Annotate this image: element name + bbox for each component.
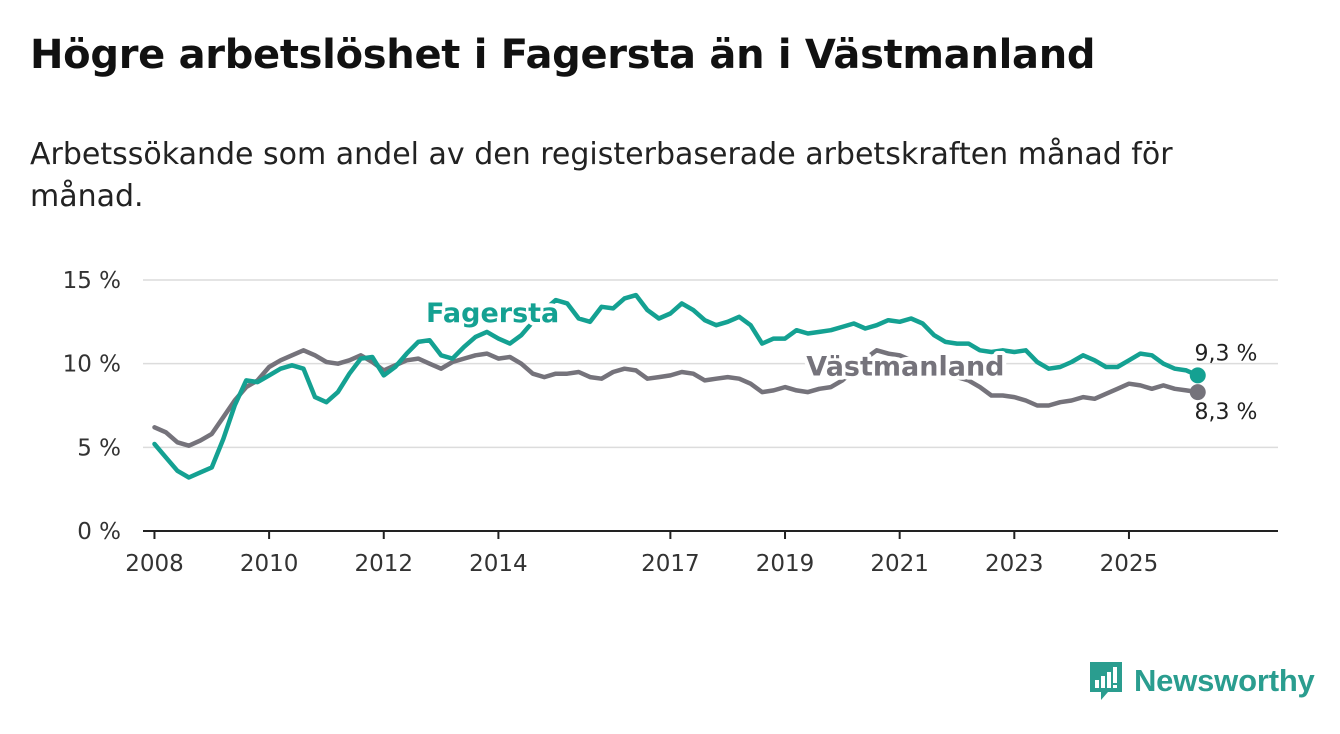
series-labels: 9,3 % 8,3 % Fagersta Västmanland <box>422 294 1258 425</box>
y-tick-label: 0 % <box>77 519 121 545</box>
y-tick-label: 15 % <box>63 268 121 294</box>
end-label-fagersta: 9,3 % <box>1195 341 1258 366</box>
x-axis-tick-labels: 2008 2010 2012 2014 2017 2019 2021 2023 2025 <box>125 531 1158 577</box>
x-tick-label: 2019 <box>756 551 815 577</box>
series-name-label-fagersta: Fagersta <box>426 298 559 329</box>
chart-subtitle: Arbetssökande som andel av den registerb… <box>30 137 1173 214</box>
chart-title: Högre arbetslöshet i Fagersta än i Västm… <box>30 32 1096 78</box>
series-line-v-stmanland <box>152 348 1200 448</box>
x-tick-label: 2017 <box>641 551 700 577</box>
end-label-v-stmanland: 8,3 % <box>1195 400 1258 425</box>
x-tick-label: 2021 <box>870 551 929 577</box>
x-tick-label: 2010 <box>240 551 299 577</box>
series-name-label-v-stmanland: Västmanland <box>806 351 1004 382</box>
x-tick-label: 2014 <box>469 551 528 577</box>
newsworthy-logo: Newsworthy <box>1088 660 1315 702</box>
x-tick-label: 2023 <box>985 551 1044 577</box>
y-axis-tick-labels: 0 % 5 % 10 % 15 % <box>63 268 121 545</box>
gridlines <box>143 279 1278 532</box>
x-tick-label: 2012 <box>354 551 413 577</box>
series-line-fagersta <box>152 292 1200 480</box>
logo-text: Newsworthy <box>1134 663 1315 698</box>
y-tick-label: 5 % <box>77 435 121 461</box>
newsworthy-logo-icon <box>1090 662 1122 700</box>
x-tick-label: 2025 <box>1100 551 1159 577</box>
line-chart: 0 %5 %10 %15 % 2008 2010 2012 2014 2017 2019 2… <box>63 268 1278 577</box>
end-point-v-stmanland <box>1189 384 1206 401</box>
y-tick-label: 10 % <box>63 352 121 378</box>
x-tick-label: 2008 <box>125 551 184 577</box>
series-lines <box>152 292 1206 480</box>
end-point-fagersta <box>1189 367 1206 384</box>
